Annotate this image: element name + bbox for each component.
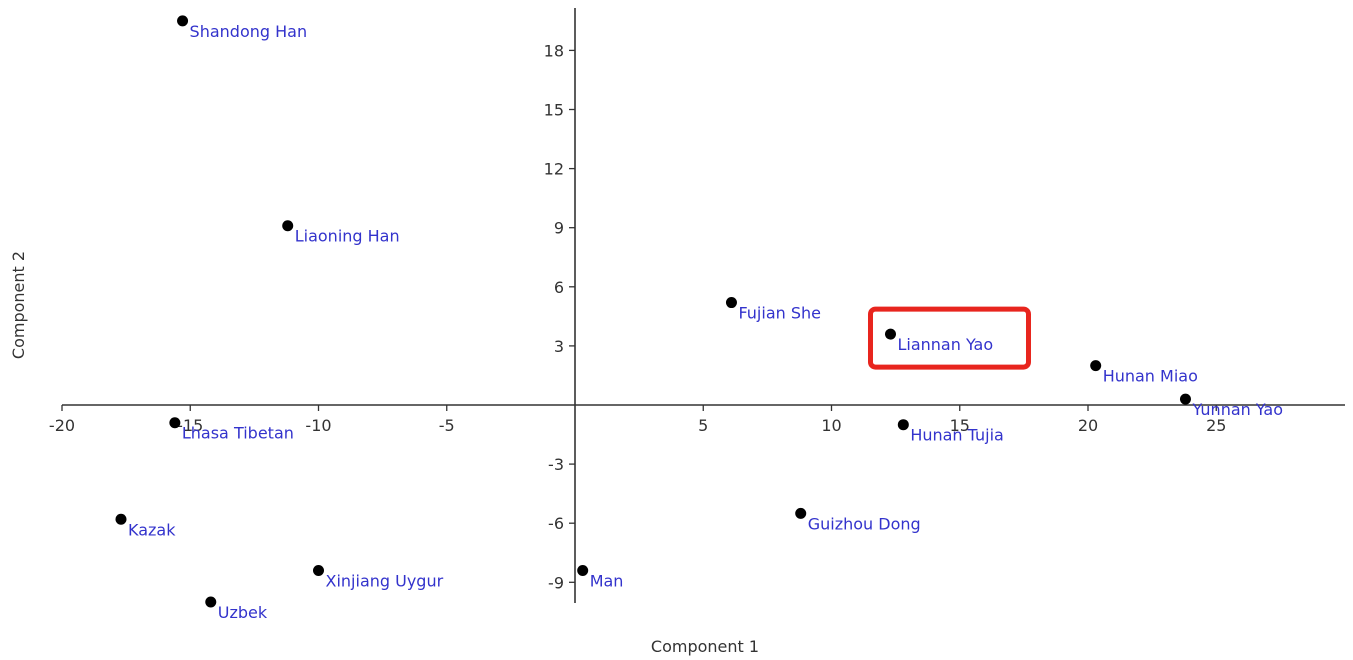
data-point-hunan-tujia <box>897 419 909 431</box>
point-label-fujian-she: Fujian She <box>738 304 821 323</box>
x-tick-label: 15 <box>950 416 970 435</box>
x-tick-label: -10 <box>305 416 331 435</box>
y-tick-label: 6 <box>554 278 564 297</box>
y-tick-label: 18 <box>544 41 564 60</box>
point-label-liaoning-han: Liaoning Han <box>295 227 400 246</box>
y-tick-label: -6 <box>548 514 564 533</box>
point-label-yunnan-yao: Yunnan Yao <box>1191 400 1283 419</box>
x-tick-label: 5 <box>698 416 708 435</box>
data-point-lhasa-tibetan <box>169 417 181 429</box>
y-axis-title: Component 2 <box>9 251 28 359</box>
highlight-box <box>867 306 1031 370</box>
y-tick-label: -9 <box>548 573 564 592</box>
point-label-uzbek: Uzbek <box>218 603 268 622</box>
data-point-kazak <box>115 513 127 525</box>
y-tick-label: 12 <box>544 160 564 179</box>
data-point-hunan-miao <box>1090 360 1102 372</box>
point-label-xinjiang-uygur: Xinjiang Uygur <box>326 571 444 590</box>
data-point-man <box>577 564 589 576</box>
data-point-uzbek <box>205 596 217 608</box>
point-label-guizhou-dong: Guizhou Dong <box>808 514 921 533</box>
y-tick-label: 9 <box>554 219 564 238</box>
x-tick-label: 20 <box>1078 416 1098 435</box>
data-point-liaoning-han <box>282 220 294 232</box>
point-label-man: Man <box>590 571 624 590</box>
x-tick-label: -20 <box>49 416 75 435</box>
data-point-liannan-yao <box>884 328 896 340</box>
data-point-xinjiang-uygur <box>313 564 324 576</box>
data-point-shandong-han <box>177 15 189 27</box>
point-label-lhasa-tibetan: Lhasa Tibetan <box>182 424 294 443</box>
point-label-kazak: Kazak <box>128 520 176 539</box>
point-label-shandong-han: Shandong Han <box>190 22 308 41</box>
y-tick-label: -3 <box>548 455 564 474</box>
data-point-guizhou-dong <box>795 507 807 519</box>
x-tick-label: 10 <box>821 416 841 435</box>
y-tick-label: 15 <box>544 101 564 120</box>
x-tick-label: -15 <box>177 416 203 435</box>
ticks: -20 -15 -10 -5 5 10 15 20 25 -9 -6 -3 3 6 9 12 15 18 <box>49 41 1227 592</box>
point-label-hunan-miao: Hunan Miao <box>1103 367 1198 386</box>
point-label-liannan-yao: Liannan Yao <box>897 335 993 354</box>
x-tick-label: 25 <box>1206 416 1226 435</box>
y-tick-label: 3 <box>554 337 564 356</box>
data-point-fujian-she <box>725 297 737 309</box>
x-axis-title: Component 1 <box>651 637 759 656</box>
point-label-hunan-tujia: Hunan Tujia <box>910 426 1004 445</box>
x-tick-label: -5 <box>439 416 455 435</box>
data-point-yunnan-yao <box>1179 393 1191 405</box>
data-points: Shandong Han Liaoning Han Lhasa Tibetan Kaz… <box>115 15 1283 622</box>
axes <box>62 8 1345 603</box>
